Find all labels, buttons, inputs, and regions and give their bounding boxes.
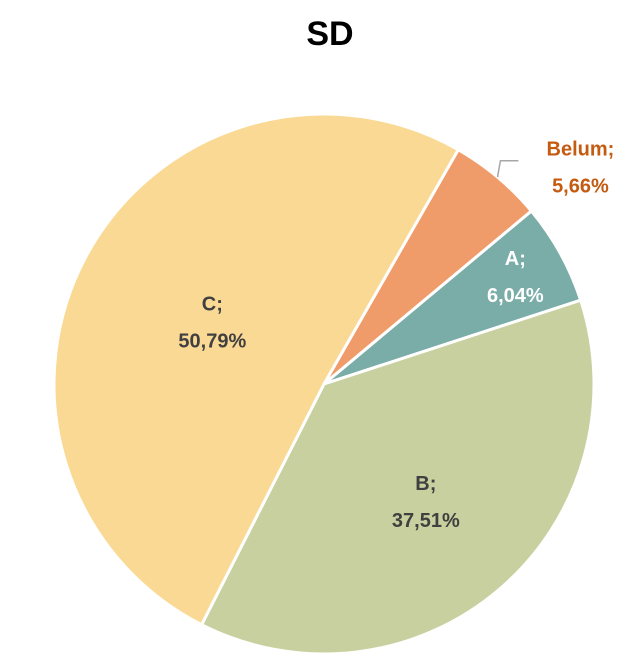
data-label: C; 50,79% bbox=[178, 294, 246, 353]
category-label: C bbox=[202, 294, 216, 316]
value-label: 37,51% bbox=[392, 510, 460, 532]
label-separator: ; bbox=[608, 139, 615, 161]
value-label: 6,04% bbox=[487, 285, 544, 307]
leader-line bbox=[496, 159, 519, 178]
data-labels: Belum; 5,66% A; 6,04% B; 37,51% C; 50,79% bbox=[178, 139, 614, 532]
category-label: A bbox=[505, 248, 519, 270]
category-label: Belum bbox=[547, 139, 608, 161]
pie bbox=[52, 112, 596, 656]
value-label: 5,66% bbox=[552, 176, 609, 198]
label-separator: ; bbox=[519, 248, 526, 270]
value-label: 50,79% bbox=[178, 331, 246, 353]
data-label: B; 37,51% bbox=[392, 473, 460, 532]
data-label: A; 6,04% bbox=[487, 248, 544, 307]
data-label: Belum; 5,66% bbox=[547, 139, 615, 198]
label-separator: ; bbox=[430, 473, 437, 495]
label-separator: ; bbox=[216, 294, 223, 316]
chart-title: SD bbox=[306, 15, 353, 53]
category-label: B bbox=[415, 473, 429, 495]
pie-slice bbox=[52, 112, 460, 627]
pie-slice bbox=[200, 298, 596, 656]
